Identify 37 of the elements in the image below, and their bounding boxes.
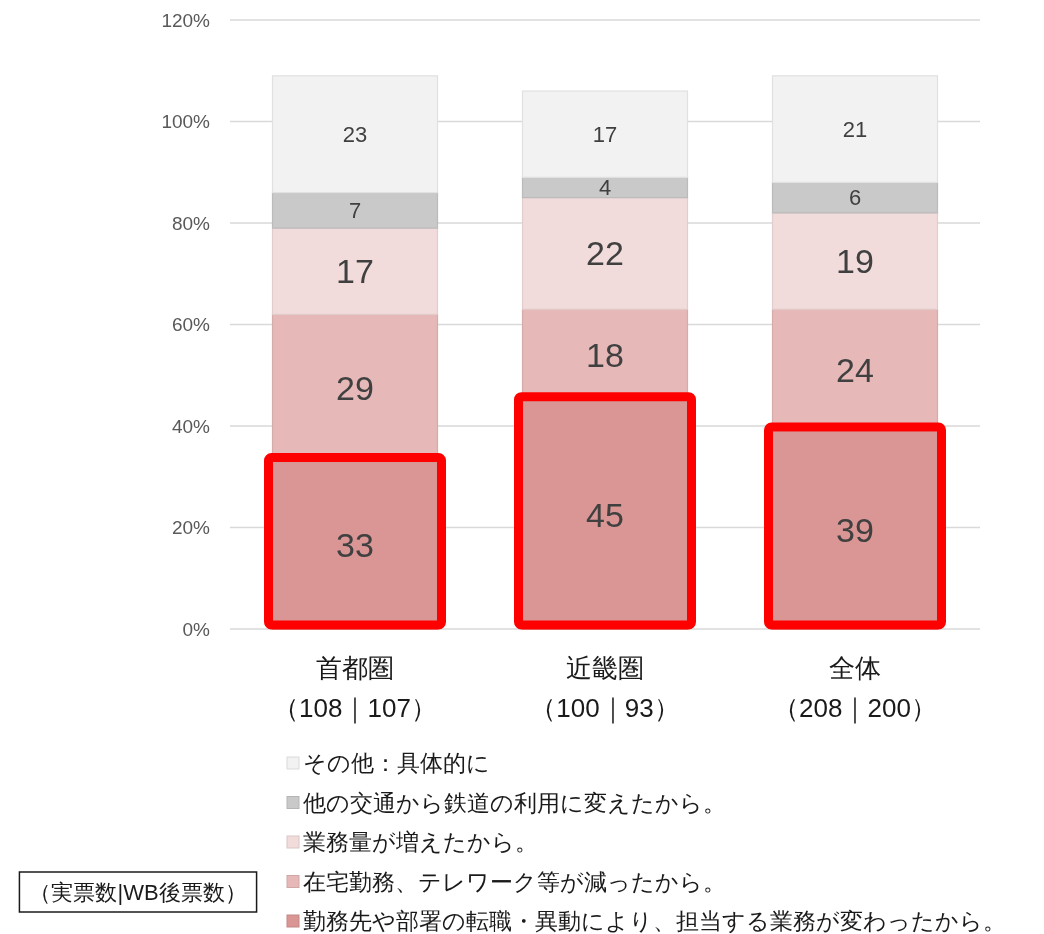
data-label: 29 (336, 368, 374, 407)
data-label: 45 (586, 495, 624, 534)
x-tick-label: 近畿圏（100｜93） (530, 653, 680, 725)
data-label: 17 (336, 252, 374, 291)
bar (521, 176, 689, 199)
legend-label: その他：具体的に (303, 750, 490, 776)
data-label: 4 (598, 174, 612, 200)
data-label: 39 (836, 511, 874, 550)
x-tick-label: 全体（208｜200） (773, 653, 937, 725)
text: （実票数|WB後票数） (29, 879, 247, 905)
legend-label: 業務量が増えたから。 (303, 829, 538, 855)
y-tick-label: 40% (171, 415, 211, 437)
data-label: 19 (836, 242, 874, 281)
y-tick-label: 80% (171, 212, 211, 234)
data-label: 6 (848, 185, 862, 211)
bar (771, 181, 939, 214)
data-label: 7 (348, 197, 362, 223)
data-label: 22 (586, 234, 624, 273)
bar (521, 197, 689, 310)
x-tick-label: 首都圏（108｜107） (273, 653, 437, 725)
y-tick-label: 60% (171, 314, 211, 335)
bar (271, 191, 439, 229)
y-tick-label: 120% (161, 9, 211, 31)
data-label: 18 (586, 335, 624, 374)
y-tick-label: 100% (161, 111, 211, 132)
bar (271, 227, 439, 315)
data-label: 24 (836, 351, 874, 390)
y-tick-label: 20% (171, 517, 211, 538)
bar (771, 212, 939, 310)
data-label: 33 (336, 526, 374, 565)
legend-label: 在宅勤務、テレワーク等が減ったから。 (303, 868, 726, 895)
legend-label: 他の交通から鉄道の利用に変えたから。 (303, 789, 726, 816)
data-label: 23 (342, 121, 368, 147)
data-label: 17 (592, 121, 618, 147)
legend-label: 勤務先や部署の転職・異動により、担当する業務が変わったから。 (303, 908, 1006, 934)
data-label: 21 (842, 116, 868, 142)
y-tick-label: 0% (182, 618, 211, 640)
